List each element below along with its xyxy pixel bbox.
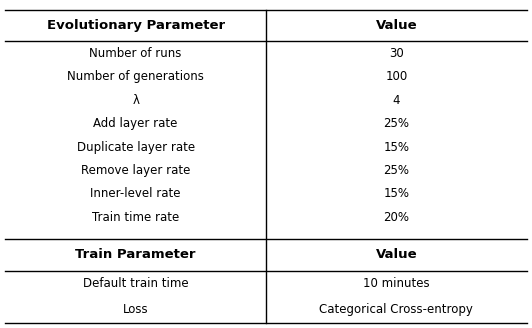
- Text: Loss: Loss: [123, 303, 148, 317]
- Text: Train Parameter: Train Parameter: [76, 248, 196, 261]
- Text: 25%: 25%: [384, 164, 409, 177]
- Text: λ: λ: [132, 93, 139, 107]
- Text: Value: Value: [376, 248, 417, 261]
- Text: 25%: 25%: [384, 117, 409, 130]
- Text: Inner-level rate: Inner-level rate: [90, 188, 181, 200]
- Text: Number of generations: Number of generations: [67, 70, 204, 83]
- Text: Value: Value: [376, 19, 417, 32]
- Text: 10 minutes: 10 minutes: [363, 277, 430, 290]
- Text: Add layer rate: Add layer rate: [94, 117, 178, 130]
- Text: Default train time: Default train time: [83, 277, 188, 290]
- Text: Duplicate layer rate: Duplicate layer rate: [77, 140, 195, 154]
- Text: 30: 30: [389, 47, 404, 60]
- Text: 15%: 15%: [384, 188, 409, 200]
- Text: Train time rate: Train time rate: [92, 211, 179, 224]
- Text: Number of runs: Number of runs: [89, 47, 182, 60]
- Text: 4: 4: [393, 93, 400, 107]
- Text: Remove layer rate: Remove layer rate: [81, 164, 190, 177]
- Text: 100: 100: [385, 70, 408, 83]
- Text: 15%: 15%: [384, 140, 409, 154]
- Text: Evolutionary Parameter: Evolutionary Parameter: [47, 19, 225, 32]
- Text: 20%: 20%: [384, 211, 409, 224]
- Text: Categorical Cross-entropy: Categorical Cross-entropy: [319, 303, 473, 317]
